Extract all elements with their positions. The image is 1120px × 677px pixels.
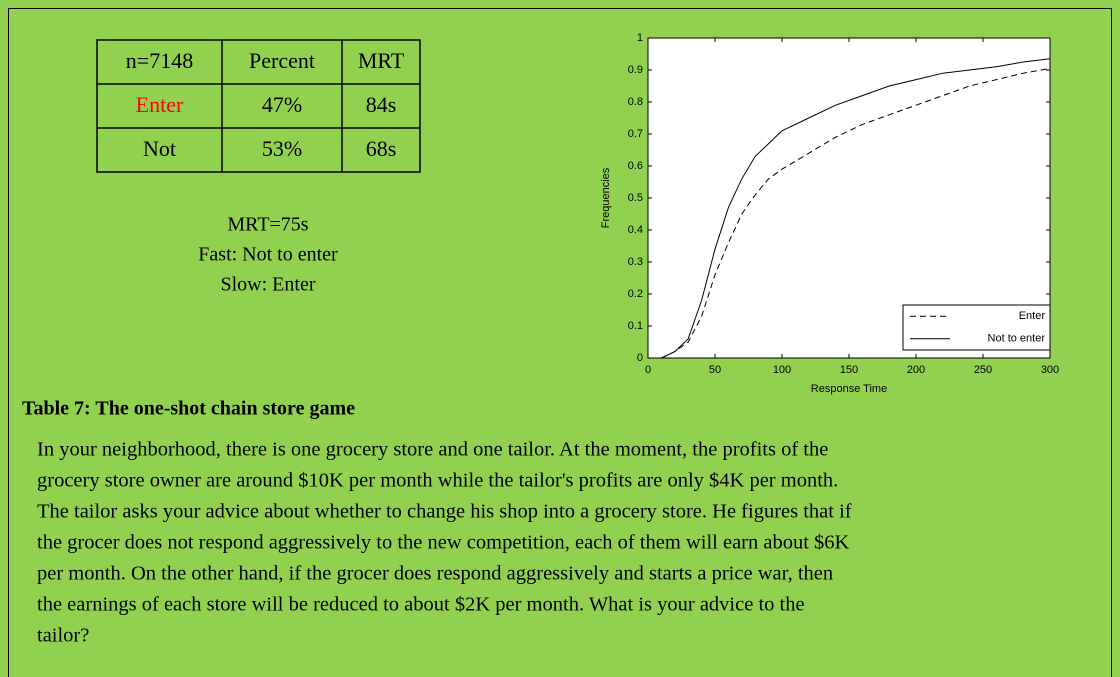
y-tick-label: 0.7 [628,128,643,140]
note: Fast: Not to enter [198,244,338,266]
legend-box [902,304,1051,351]
legend-label: Not to enter [988,333,1046,345]
paragraph-line: the grocer does not respond aggressively… [37,532,850,554]
paragraph-line: In your neighborhood, there is one groce… [37,439,828,461]
y-tick-label: 0.4 [628,224,643,236]
table-cell: Percent [249,48,315,73]
y-tick-label: 0.3 [628,256,643,268]
paragraph-line: per month. On the other hand, if the gro… [37,563,833,585]
paragraph-line: the earnings of each store will be reduc… [37,594,805,616]
x-tick-label: 100 [773,364,791,376]
table-cell: 68s [366,136,397,161]
y-tick-label: 0.2 [628,288,643,300]
table-cell: 53% [262,136,302,161]
paragraph-line: grocery store owner are around $10K per … [37,470,838,492]
y-tick-label: 0.5 [628,192,643,204]
y-axis-label: Frequencies [600,167,612,228]
caption: Table 7: The one-shot chain store game [22,398,355,420]
table-cell: 84s [366,92,397,117]
table-cell: 47% [262,92,302,117]
note: MRT=75s [227,214,308,236]
y-tick-label: 0.9 [628,64,643,76]
y-tick-label: 1 [637,32,643,44]
x-tick-label: 0 [645,364,651,376]
x-axis-label: Response Time [811,383,887,395]
table-cell: Enter [136,92,184,117]
table-cell: n=7148 [126,48,193,73]
x-tick-label: 300 [1041,364,1059,376]
x-tick-label: 250 [974,364,992,376]
paragraph-line: The tailor asks your advice about whethe… [37,501,852,523]
x-tick-label: 200 [907,364,925,376]
legend-label: Enter [1019,310,1046,322]
x-tick-label: 50 [709,364,721,376]
y-tick-label: 0 [637,352,643,364]
table-cell: Not [143,136,176,161]
note: Slow: Enter [221,274,316,296]
paragraph-line: tailor? [37,625,89,647]
series-line [661,58,1051,359]
frame [8,8,1112,677]
table-cell: MRT [358,48,405,73]
table-bg [96,39,421,173]
y-tick-label: 0.6 [628,160,643,172]
y-tick-label: 0.1 [628,320,643,332]
series-line [661,67,1051,359]
y-tick-label: 0.8 [628,96,643,108]
x-tick-label: 150 [840,364,858,376]
